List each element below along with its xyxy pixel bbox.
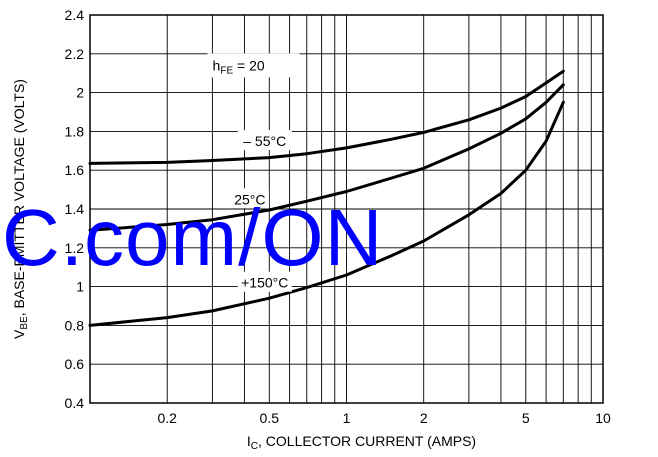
x-axis-title: IC, COLLECTOR CURRENT (AMPS) <box>247 433 476 452</box>
y-tick-label-4: 1.2 <box>65 240 85 256</box>
x-tick-label-1: 0.5 <box>260 410 280 426</box>
x-tick-label-3: 2 <box>420 410 428 426</box>
x-tick-label-0: 0.2 <box>157 410 177 426</box>
plot-frame <box>89 14 604 404</box>
x-tick-label-5: 10 <box>595 410 611 426</box>
y-tick-label-10: 2.4 <box>65 7 85 23</box>
condition-sub: FE <box>220 65 233 76</box>
watermark: C.com/ON <box>2 193 383 282</box>
series-line-1 <box>88 83 565 232</box>
condition-label-background <box>207 53 300 78</box>
y-axis-title-sub: BE <box>19 316 30 330</box>
x-axis-title-sub: C <box>251 441 258 452</box>
x-tick-label-2: 1 <box>343 410 351 426</box>
y-tick-label-7: 1.8 <box>65 123 85 139</box>
series-label-0: – 55°C <box>243 133 286 149</box>
condition-main: h <box>213 57 221 73</box>
series-labels: – 55°C 25°C +150°C <box>230 130 292 292</box>
series-label-2: +150°C <box>241 275 288 291</box>
y-tick-label-9: 2.2 <box>65 46 85 62</box>
y-axis-title-rest: , BASE-EMITTER VOLTAGE (VOLTS) <box>11 79 27 316</box>
y-tick-label-0: 0.4 <box>65 395 85 411</box>
series-label-bg-0 <box>237 130 292 151</box>
condition-rest: = 20 <box>233 57 265 73</box>
y-tick-label-6: 1.6 <box>65 162 85 178</box>
x-axis-title-rest: , COLLECTOR CURRENT (AMPS) <box>258 433 476 449</box>
series-label-bg-1 <box>230 188 269 209</box>
y-tick-label-3: 1 <box>76 279 84 295</box>
y-tick-label-1: 0.6 <box>65 356 85 372</box>
x-tick-label-4: 5 <box>522 410 530 426</box>
y-axis-title-main: V <box>11 329 27 339</box>
y-tick-label-5: 1.4 <box>65 201 85 217</box>
series-line-0 <box>88 69 565 165</box>
y-tick-labels: 0.4 0.6 0.8 1 1.2 1.4 1.6 1.8 2 2.2 2.4 <box>65 7 85 411</box>
curves <box>88 69 565 327</box>
series-label-bg-2 <box>237 271 292 292</box>
x-tick-labels: 0.2 0.5 1 2 5 10 <box>157 410 611 426</box>
y-tick-label-2: 0.8 <box>65 317 85 333</box>
x-axis-title-main: I <box>247 433 251 449</box>
y-axis-title: VBE, BASE-EMITTER VOLTAGE (VOLTS) <box>11 79 30 339</box>
condition-label: hFE = 20 <box>213 57 265 76</box>
y-tick-label-8: 2 <box>76 85 84 101</box>
series-label-1: 25°C <box>234 191 265 207</box>
grid <box>90 15 603 403</box>
series-line-2 <box>88 100 565 327</box>
